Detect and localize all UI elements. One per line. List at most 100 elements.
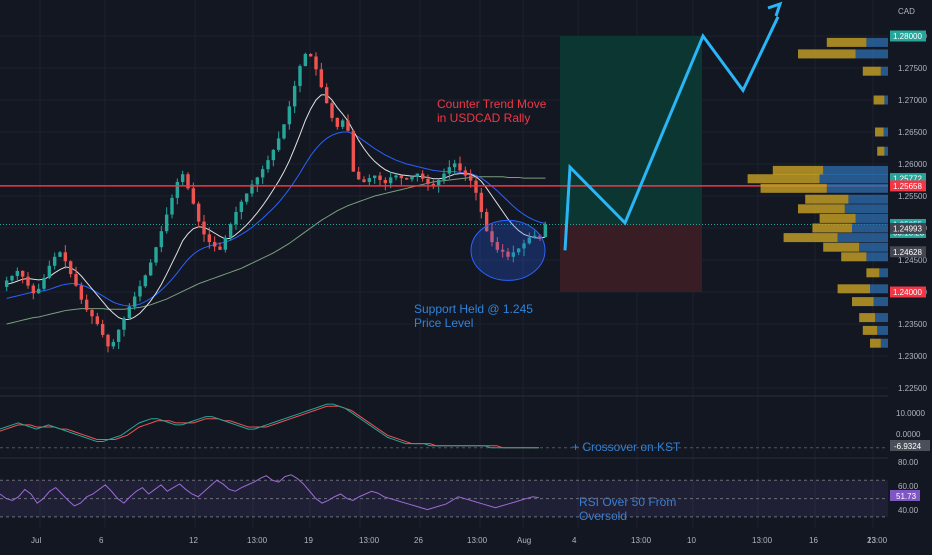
- vp-bar-up: [812, 223, 852, 233]
- currency-label: CAD: [898, 7, 915, 16]
- vp-bar-up: [747, 174, 820, 184]
- time-label: Jul: [31, 536, 41, 545]
- support-note-line2[interactable]: Price Level: [414, 316, 473, 330]
- rsi-value-label: 51.73: [896, 492, 917, 501]
- vp-bar-up: [859, 313, 876, 323]
- price-badge: [890, 286, 926, 298]
- vp-bar-up: [877, 146, 885, 156]
- time-label: 13:00: [631, 536, 652, 545]
- candle-body: [79, 285, 84, 300]
- candle-body: [324, 87, 329, 104]
- rsi-tick-40: 40.00: [898, 506, 919, 515]
- candle-body: [388, 177, 393, 184]
- vp-bar-up: [772, 165, 824, 175]
- ma-mid-line: [6, 131, 546, 307]
- candle-body: [522, 243, 526, 249]
- price-tick: 1.25500: [898, 192, 927, 201]
- candle-body: [479, 192, 484, 212]
- projection-path[interactable]: [563, 1, 783, 251]
- price-tick: 1.26500: [898, 128, 927, 137]
- rsi-line: [0, 474, 539, 511]
- candle-body: [127, 306, 132, 319]
- candle-body: [282, 124, 286, 139]
- candle-body: [20, 270, 25, 277]
- candle-body: [260, 169, 265, 178]
- candle-body: [95, 316, 100, 324]
- vp-bar-up: [805, 194, 849, 204]
- candle-body: [223, 237, 228, 250]
- vp-bar-down: [884, 95, 888, 105]
- price-tick: 1.27500: [898, 64, 927, 73]
- vp-bar-down: [855, 49, 888, 59]
- kst-tick-10: 10.0000: [896, 409, 925, 418]
- projection-line: [563, 16, 780, 251]
- vp-bar-up: [798, 49, 856, 59]
- vp-bar-up: [841, 252, 867, 262]
- candle-body: [234, 212, 238, 225]
- candle-body: [431, 183, 436, 186]
- candle-body: [314, 56, 318, 70]
- candle-body: [490, 231, 494, 243]
- candle-body: [543, 224, 548, 237]
- time-label: 6: [99, 536, 104, 545]
- candle-body: [159, 231, 164, 248]
- candle-body: [31, 285, 36, 294]
- vp-bar-down: [819, 174, 888, 184]
- counter-trend-note-line1[interactable]: Counter Trend Move: [437, 97, 547, 111]
- support-note-line1[interactable]: Support Held @ 1.245: [414, 302, 533, 316]
- candle-body: [42, 277, 46, 289]
- candle-body: [36, 288, 41, 294]
- vp-bar-up: [870, 338, 881, 348]
- candle-body: [298, 66, 302, 86]
- candle-body: [330, 103, 334, 118]
- candle-body: [58, 252, 62, 257]
- price-tick: 1.27000: [898, 96, 927, 105]
- candle-body: [356, 171, 361, 180]
- candle-body: [122, 318, 126, 330]
- ma-slow-line: [6, 176, 546, 325]
- candle-body: [292, 85, 297, 107]
- candle-body: [458, 163, 462, 171]
- trade-target-zone: [560, 36, 702, 225]
- candle-body: [527, 237, 532, 244]
- candle-body: [175, 181, 180, 198]
- vp-bar-down: [855, 213, 888, 223]
- candle-body: [164, 214, 169, 232]
- vp-bar-up: [826, 37, 867, 47]
- candle-body: [84, 299, 89, 310]
- candle-body: [532, 235, 537, 238]
- price-badge-label: 1.28000: [893, 32, 922, 41]
- rsi-note-line2[interactable]: Oversold: [579, 509, 627, 523]
- price-tick: 1.26000: [898, 160, 927, 169]
- rsi-tick-80: 80.00: [898, 458, 919, 467]
- kst-note[interactable]: + Crossover on KST: [572, 440, 681, 454]
- trade-box[interactable]: [0, 36, 888, 292]
- candle-body: [538, 235, 542, 238]
- candle-body: [506, 251, 510, 257]
- candle-body: [218, 246, 222, 250]
- candle-body: [463, 170, 468, 176]
- candle-body: [239, 201, 244, 212]
- candle-body: [47, 265, 52, 278]
- support-circle[interactable]: [470, 219, 546, 281]
- candle-body: [186, 174, 190, 189]
- time-label: 16: [809, 536, 818, 545]
- candle-body: [138, 286, 142, 297]
- candle-body: [154, 247, 158, 263]
- candle-body: [287, 106, 292, 125]
- rsi-pane: [0, 474, 888, 518]
- time-axis[interactable]: Jul 6 12 13:00 19 13:00 26 13:00 Aug 4 13:00 10 13:0…: [31, 536, 888, 545]
- candle-body: [303, 53, 308, 67]
- candle-body: [63, 252, 68, 262]
- candle-body: [250, 184, 254, 194]
- rsi-note-line1[interactable]: RSI Over 50 From: [579, 495, 676, 509]
- vp-bar-up: [783, 233, 838, 243]
- price-badge: [890, 30, 926, 42]
- price-axis[interactable]: 1.28000 1.27500 1.27000 1.26500 1.26000 1.255…: [890, 30, 927, 394]
- candle-body: [346, 120, 350, 131]
- candle-body: [207, 234, 212, 243]
- candle-body: [399, 175, 404, 179]
- counter-trend-note-line2[interactable]: in USDCAD Rally: [437, 111, 530, 125]
